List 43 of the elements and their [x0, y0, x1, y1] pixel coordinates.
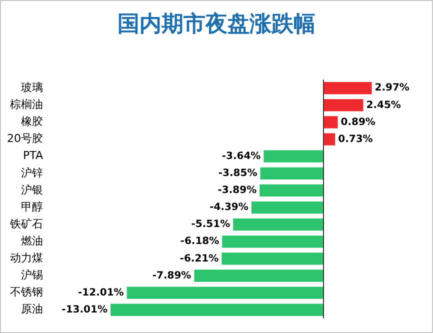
y-tick-label: 沪银: [20, 183, 43, 196]
bar: [323, 99, 364, 112]
bar: [233, 218, 324, 231]
chart-title: 国内期市夜盘涨跌幅: [116, 10, 316, 39]
data-label: 2.45%: [366, 100, 401, 111]
data-label: -3.89%: [218, 185, 257, 196]
bar: [260, 184, 324, 197]
y-tick-label: 燃油: [20, 234, 43, 248]
bar: [264, 150, 324, 162]
y-tick-label: 甲醇: [20, 200, 43, 214]
bar: [251, 201, 324, 214]
y-tick-label: 橡胶: [20, 115, 43, 128]
data-label: -6.21%: [180, 253, 219, 264]
bar: [222, 252, 324, 265]
data-label: -6.18%: [180, 236, 220, 248]
y-tick-label: 沪锡: [20, 268, 43, 282]
data-label: 2.97%: [374, 82, 410, 94]
bar: [222, 236, 324, 248]
y-tick-label: 沪锌: [20, 166, 43, 180]
data-label: -3.64%: [222, 150, 261, 162]
data-label: -4.39%: [210, 202, 248, 214]
data-label: -7.89%: [152, 270, 192, 282]
bar: [110, 304, 324, 316]
bar: [194, 270, 324, 282]
data-label: -13.01%: [62, 304, 108, 316]
y-tick-label: 动力煤: [10, 252, 43, 265]
y-tick-label: 原油: [20, 302, 43, 316]
data-label: 0.73%: [338, 134, 373, 145]
bar: [323, 82, 372, 94]
bar: [323, 116, 338, 128]
y-tick-label: 铁矿石: [8, 217, 43, 230]
data-label: -3.85%: [218, 168, 258, 180]
bar: [323, 133, 336, 146]
bar: [260, 167, 324, 180]
data-label: 0.89%: [340, 116, 376, 128]
y-tick-label: PTA: [22, 149, 44, 162]
y-tick-label: 玻璃: [20, 80, 43, 94]
y-tick-label: 不锈钢: [10, 286, 43, 299]
y-tick-label: 棕榈油: [10, 98, 43, 112]
data-label: -5.51%: [191, 219, 230, 230]
bar: [126, 286, 324, 299]
data-label: -12.01%: [78, 287, 124, 298]
y-tick-label: 20号胶: [6, 132, 43, 146]
